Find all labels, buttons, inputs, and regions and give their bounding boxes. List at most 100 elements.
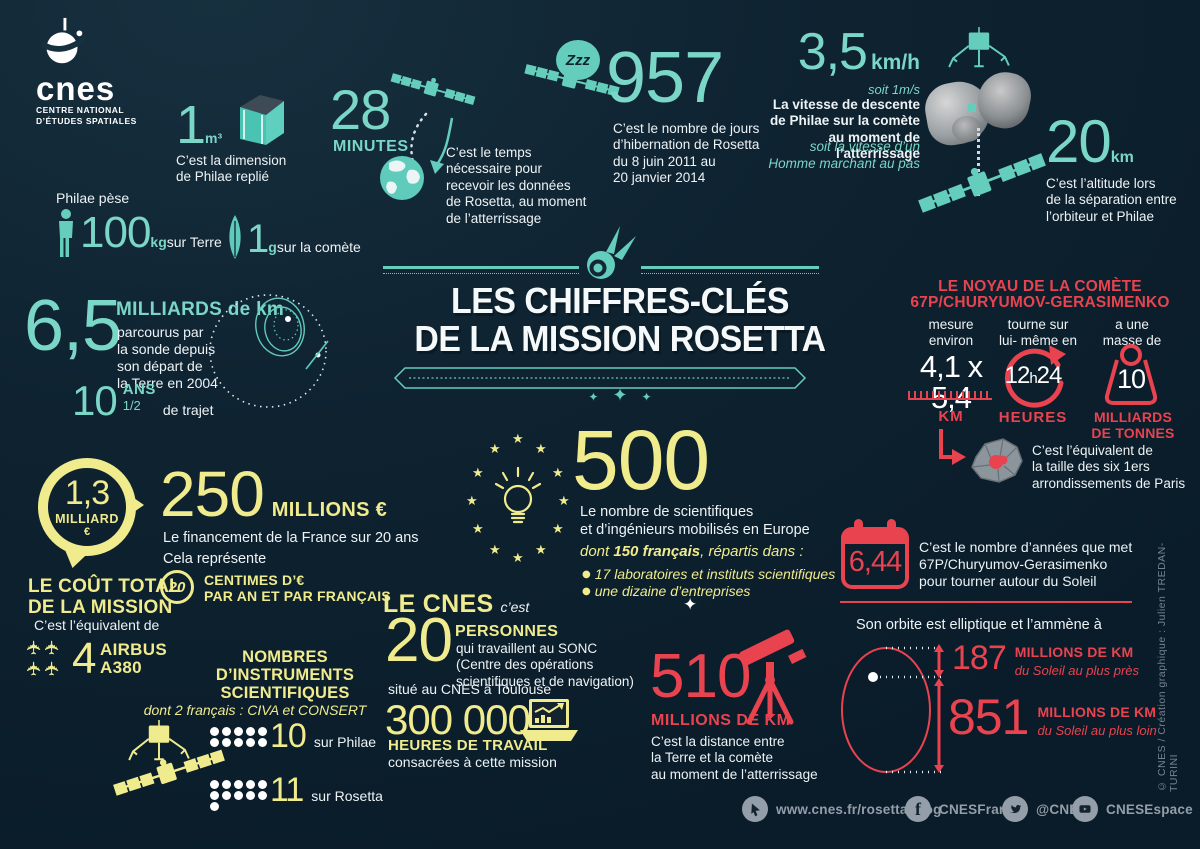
nucleus-spin-unit: HEURES	[998, 409, 1068, 426]
credit-text: © CNES / Création graphique : Julien TRE…	[1156, 542, 1180, 792]
cost-planes-label: AIRBUS A380	[100, 640, 167, 677]
journey-years-text: de trajet	[162, 402, 214, 418]
journey-years: 10 ANS 1/2 de trajet	[72, 380, 213, 422]
cost-currency: €	[83, 526, 91, 539]
distance-value: 510	[650, 642, 751, 711]
distance-unit: MILLIONS DE KM	[651, 712, 791, 729]
star-icon: ★	[535, 442, 547, 457]
minutes-caption: C’est le temps nécessaire pour recevoir …	[446, 145, 587, 226]
sparkle-icon: ✦	[683, 595, 698, 615]
nucleus-paris-caption: C’est l’équivalent de la taille des six …	[1032, 443, 1186, 491]
ruler-icon	[908, 391, 992, 400]
hibernation-caption: C’est le nombre de jours d’hibernation d…	[613, 121, 760, 186]
weight-earth-value: 100	[80, 208, 151, 257]
star-icon: ★	[472, 522, 484, 537]
solar-orbit-caption: C’est le nombre d’années que met 67P/Chu…	[919, 539, 1133, 590]
solar-orbit-intro: Son orbite est elliptique et l’ammène à	[856, 617, 1102, 633]
star-icon: ★	[535, 543, 547, 558]
descent-caption: La vitesse de descente de Philae sur la …	[769, 97, 920, 162]
link-rosetta-blog[interactable]: www.cnes.fr/rosetta-blog	[742, 796, 942, 822]
comet-icon	[587, 226, 636, 279]
scientists-caption: Le nombre de scientifiques et d’ingénieu…	[580, 504, 810, 538]
minutes-unit: MINUTES	[333, 138, 409, 155]
bullet-icon: ●	[582, 586, 591, 597]
instruments-rosetta-dots	[208, 779, 272, 812]
weight-label: Philae pèse	[56, 190, 130, 206]
star-icon: ★	[512, 551, 524, 566]
journey-years-unit: ANS	[122, 381, 156, 398]
hibernation-value: 957	[606, 38, 724, 118]
solar-orbit-value: 6,44	[848, 546, 902, 578]
funding-coin-text: CENTIMES D’€ PAR AN ET PAR FRANÇAIS	[204, 572, 391, 605]
instruments-subheading: dont 2 français : CIVA et CONSERT	[143, 702, 367, 718]
descent-dotted-line	[977, 128, 980, 196]
weight-comet-text: sur la comète	[276, 239, 361, 255]
nucleus-mass-value: 10	[1116, 364, 1146, 394]
cnes-hours-value: 300 000	[385, 696, 531, 743]
dimension-caption: C’est la dimension de Philae replié	[176, 153, 287, 185]
rosetta-satellite-icon	[914, 143, 1049, 222]
nucleus-heading: LE NOYAU DE LA COMÈTE 67P/CHURYUMOV-GERA…	[910, 278, 1170, 312]
nucleus-spin-value: 12h24	[1004, 362, 1063, 389]
orbit-near-unit: MILLIONS DE KM	[1014, 644, 1134, 660]
page-title-line2: DE LA MISSION ROSETTA	[414, 318, 826, 359]
altitude-caption: C’est l’altitude lors de la séparation e…	[1046, 176, 1177, 224]
page-title-line1: LES CHIFFRES-CLÉS	[451, 280, 789, 321]
cnes-logo-icon	[40, 17, 88, 64]
link-facebook[interactable]: f CNESFrance	[905, 796, 1023, 822]
altitude-unit: km	[1110, 149, 1134, 166]
orbit-far-unit: MILLIONS DE KM	[1037, 704, 1157, 720]
funding-represents: Cela représente	[163, 551, 267, 567]
coin-icon: 20	[160, 570, 194, 604]
cnes-people-value: 20	[385, 606, 453, 675]
cnes-people-unit: PERSONNES	[455, 623, 559, 640]
diamond-icon: ✦	[612, 385, 628, 406]
cost-label: LE COÛT TOTAL DE LA MISSION	[28, 576, 181, 619]
star-icon: ★	[472, 466, 484, 481]
weight-comet-unit: g	[268, 239, 277, 255]
diamond-icon: ✦	[588, 390, 599, 404]
cnes-people-location: situé au CNES à Toulouse	[388, 681, 552, 697]
journey-value: 6,5	[24, 286, 122, 366]
scientists-bullet-2: ● une dizaine d’entreprises	[582, 583, 751, 599]
title-divider-left	[383, 266, 579, 274]
laptop-chart-icon	[520, 699, 578, 741]
weight-earth: 100 kg sur Terre	[80, 211, 222, 255]
orbit-far-text: du Soleil au plus loin	[1037, 722, 1157, 738]
feather-icon	[229, 215, 241, 259]
dimension-unit: m³	[205, 130, 223, 146]
cnes-logo-sub2: D’ÉTUDES SPATIALES	[36, 115, 137, 126]
landing-site-marker	[968, 104, 976, 112]
eu-stars-bulb: ★ ★ ★ ★ ★ ★ ★ ★ ★ ★ ★ ★	[466, 430, 570, 570]
plane-icon: ✈	[41, 658, 64, 677]
star-icon: ★	[558, 494, 570, 509]
funding-value-row: 250 MILLIONS €	[160, 462, 387, 526]
nucleus-size-label: mesure environ	[928, 317, 974, 349]
scientists-value: 500	[572, 413, 710, 507]
funding-unit: MILLIONS €	[271, 499, 388, 521]
title-divider-right	[641, 266, 819, 274]
cost-planes-value: 4	[72, 634, 97, 683]
star-icon: ★	[512, 432, 524, 447]
philae-lander-icon	[946, 27, 1012, 73]
cursor-icon	[742, 796, 768, 822]
cnes-hours-unit: HEURES DE TRAVAIL	[388, 737, 548, 754]
cnes-block-heading: LE CNES c’est	[383, 590, 530, 618]
journey-years-frac: 1/2	[122, 398, 141, 413]
cnes-hours-caption: consacrées à cette mission	[388, 754, 557, 770]
instruments-philae-dots	[208, 726, 272, 748]
coin-value: 20	[168, 578, 186, 596]
youtube-icon	[1072, 796, 1098, 822]
journey-caption: parcourus par la sonde depuis son départ…	[117, 324, 218, 392]
calendar-icon	[841, 519, 909, 589]
title-diamonds: ✦ ✦ ✦	[558, 385, 682, 406]
instruments-heading: NOMBRES D’INSTRUMENTS SCIENTIFIQUES	[215, 648, 355, 703]
minutes-value: 28	[330, 78, 391, 141]
star-icon: ★	[552, 522, 564, 537]
orbit-far-value: 851	[948, 689, 1029, 745]
link-youtube[interactable]: CNESEspace	[1072, 796, 1193, 822]
weight-earth-unit: kg	[150, 234, 167, 250]
orbit-near: 187 MILLIONS DE KM du Soleil au plus près	[952, 641, 1139, 679]
orbit-distance-arrows	[934, 644, 944, 773]
